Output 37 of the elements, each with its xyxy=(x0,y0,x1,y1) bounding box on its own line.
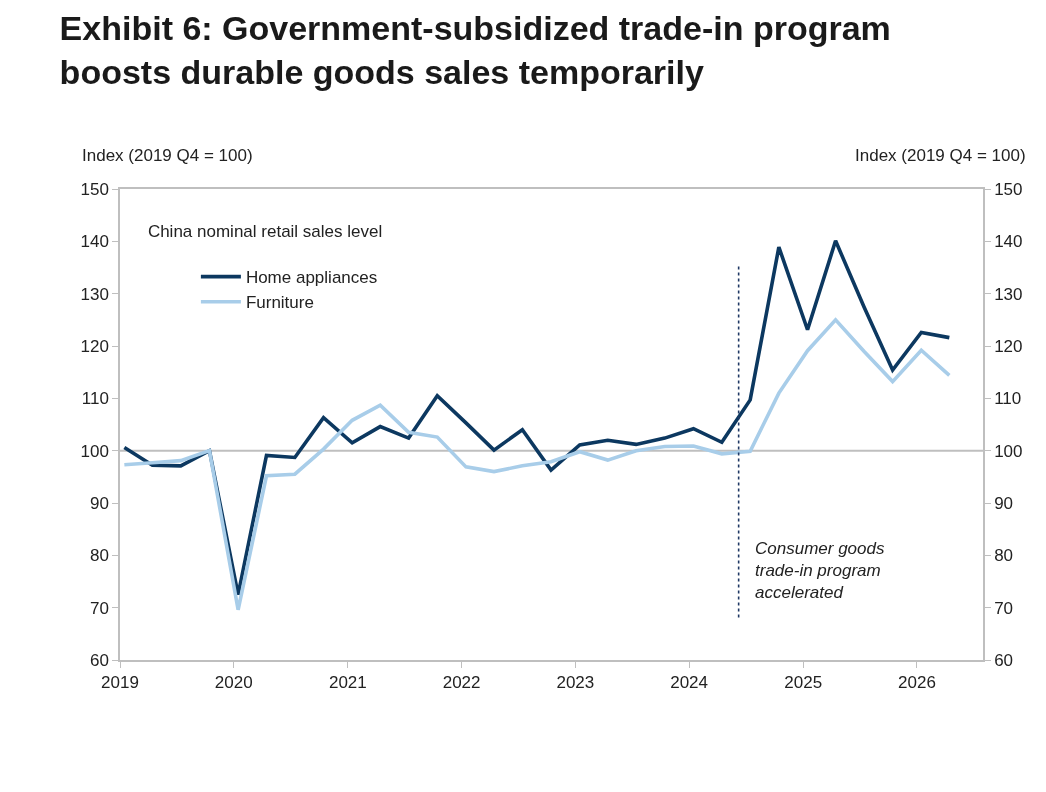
x-tick-label: 2024 xyxy=(670,673,709,693)
y2-tick-label: 60 xyxy=(994,650,1014,670)
legend-title: China nominal retail sales level xyxy=(147,222,383,242)
y2-tick-label: 140 xyxy=(994,232,1023,252)
x-tick-label: 2022 xyxy=(442,673,481,693)
x-tick-label: 2025 xyxy=(784,673,823,693)
y-tick-label: 90 xyxy=(89,493,109,513)
line-series xyxy=(122,239,952,597)
y-tick-label: 140 xyxy=(80,232,109,252)
x-tick-label: 2023 xyxy=(556,673,595,693)
line-series xyxy=(122,318,952,612)
y-tick-label: 150 xyxy=(80,179,109,199)
x-tick-label: 2020 xyxy=(214,673,253,693)
y2-tick-label: 130 xyxy=(994,284,1023,304)
y-tick-label: 100 xyxy=(80,441,109,461)
y-tick-label: 80 xyxy=(89,546,109,566)
y2-tick-label: 100 xyxy=(994,441,1023,461)
y2-tick-label: 90 xyxy=(994,493,1014,513)
y-tick-label: 130 xyxy=(80,284,109,304)
legend-label: Home appliances xyxy=(245,268,378,288)
y-tick-label: 110 xyxy=(81,389,109,409)
y-tick-label: 120 xyxy=(80,336,109,356)
y2-tick-label: 70 xyxy=(994,598,1014,618)
x-tick-label: 2026 xyxy=(898,673,936,693)
ref-line-label: Consumer goods trade-in program accelerated xyxy=(755,539,885,603)
x-tick-label: 2019 xyxy=(101,673,139,693)
y2-tick-label: 80 xyxy=(994,546,1014,566)
y2-tick-label: 150 xyxy=(994,179,1023,199)
chart-title: Exhibit 6: Government-subsidized trade-in program boosts durable goods sales temporarily xyxy=(59,8,891,91)
y2-tick-label: 120 xyxy=(994,336,1023,356)
y2-tick-label: 110 xyxy=(994,389,1022,409)
y2-axis-title: Index (2019 Q4 = 100) xyxy=(855,146,1026,165)
legend-label: Furniture xyxy=(245,293,314,313)
y-axis-title: Index (2019 Q4 = 100) xyxy=(82,146,253,165)
y-tick-label: 70 xyxy=(89,598,109,618)
y-tick-label: 60 xyxy=(89,650,109,670)
x-tick-label: 2021 xyxy=(328,673,367,693)
